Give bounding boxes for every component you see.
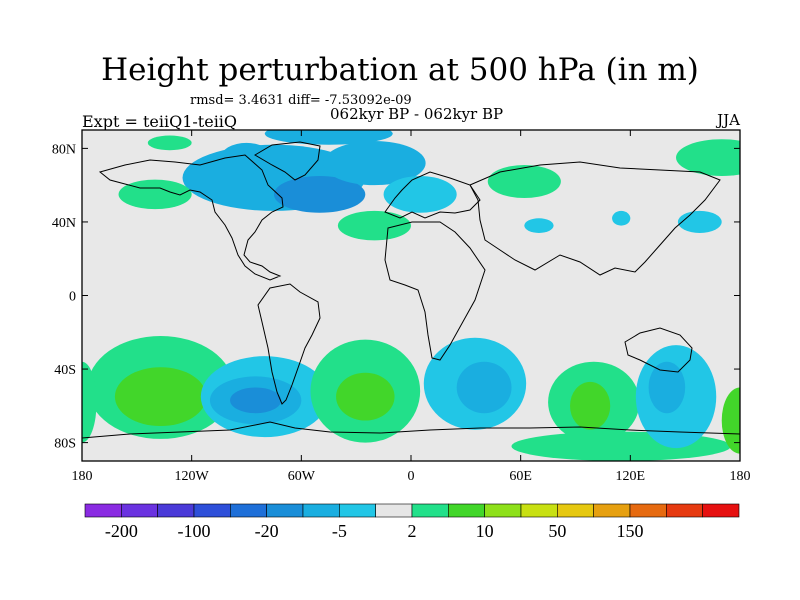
colorbar-swatch [230,503,267,518]
colorbar: -200 -100 -20 -5 2 10 50 150 [84,503,740,541]
colorbar-swatch [339,503,376,518]
field-region [273,175,366,213]
field-region [147,135,192,151]
field-region [337,210,412,241]
field-region [220,142,273,173]
x-tick-label: 60E [509,469,532,484]
coast-asia [469,161,721,276]
season-label: JJA [717,111,740,129]
field-region [487,164,561,199]
colorbar-swatch [193,503,231,518]
field-region [264,130,393,145]
coast-greenland [254,141,321,181]
field-region [456,361,512,414]
colorbar-swatch [484,503,522,518]
field-region [323,141,426,186]
colorbar-swatch [302,503,340,518]
colorbar-label: -5 [332,521,347,541]
y-tick-label: 80S [54,437,76,452]
colorbar-label: 150 [617,521,644,541]
colorbar-swatch [266,503,304,518]
colorbar-label: -200 [105,521,138,541]
field-region [82,361,97,443]
chart-title: Height perturbation at 500 hPa (in m) [101,52,699,88]
field-region [612,210,631,226]
coast-australia [624,327,693,373]
x-tick-label: 180 [730,469,751,484]
field-region [383,175,457,213]
colorbar-label: -20 [255,521,279,541]
coastlines [82,141,740,439]
field-region [336,372,395,421]
coast-africa [384,221,486,361]
y-tick-label: 0 [69,290,76,305]
colorbar-swatch [629,503,667,518]
x-tick-label: 0 [408,469,415,484]
colorbar-swatch [448,503,485,518]
coast-europe [384,171,481,219]
contour-fields [82,130,740,461]
x-axis: 180 120W 60W 0 60E 120E 180 [72,130,751,484]
x-tick-label: 120E [616,469,646,484]
period-label: 062kyr BP - 062kyr BP [330,105,504,123]
colorbar-label: -100 [178,521,211,541]
colorbar-label: 2 [408,521,417,541]
colorbar-swatch [84,503,122,518]
experiment-label: Expt = teiiQ1-teiiQ [82,112,238,131]
colorbar-swatch [121,503,158,518]
colorbar-label: 10 [476,521,494,541]
colorbar-swatch [411,503,449,518]
coast-antarctica [82,421,740,439]
field-region [648,361,686,414]
colorbar-swatch [375,503,413,518]
stats-line: rmsd= 3.4631 diff= -7.53092e-09 [190,93,412,108]
colorbar-swatch [702,503,740,518]
coast-north-america [98,154,284,281]
field-region [677,210,722,233]
colorbar-swatch [520,503,558,518]
y-tick-label: 40N [52,216,76,231]
field-region [721,387,740,454]
coast-south-america [257,283,321,405]
field-region [114,367,207,427]
y-tick-label: 80N [52,142,76,157]
field-region [676,139,740,176]
x-tick-label: 60W [288,469,316,484]
colorbar-swatch [593,503,631,518]
y-tick-label: 40S [54,363,76,378]
colorbar-swatch [157,503,195,518]
field-region [524,218,554,233]
field-region [230,387,282,414]
colorbar-swatch [557,503,594,518]
x-tick-label: 120W [175,469,210,484]
colorbar-swatch [666,503,703,518]
y-axis: 80N 40N 0 40S 80S [52,142,740,452]
field-region [570,381,611,430]
colorbar-label: 50 [548,521,566,541]
x-tick-label: 180 [72,469,93,484]
